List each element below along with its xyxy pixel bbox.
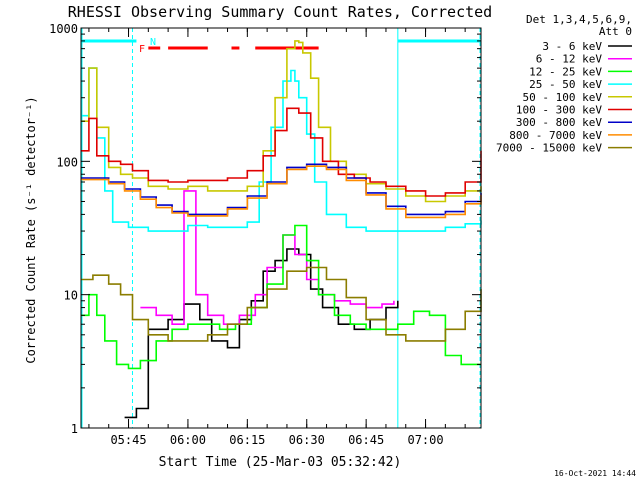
series-line-8 (81, 266, 482, 342)
axis-ticks: 05:45 06:00 06:15 06:30 06:45 07:00 1 10 100 1000 (49, 22, 481, 447)
y-tick-label: 100 (56, 155, 78, 169)
series-line-4 (81, 40, 482, 203)
y-tick-label: 1000 (49, 22, 78, 36)
legend-entry-label: 3 - 6 keV (542, 40, 602, 53)
legend-header-line-2: Att 0 (599, 25, 632, 38)
legend-entry-label: 50 - 100 keV (523, 91, 603, 104)
legend-entry-label: 800 - 7000 keV (509, 129, 602, 142)
x-tick-label: 06:30 (289, 433, 325, 447)
series-line-2 (81, 224, 481, 370)
y-tick-label: 1 (71, 422, 78, 436)
x-tick-label: 06:15 (229, 433, 265, 447)
flag-label-n: N (150, 37, 156, 48)
legend-header-line-1: Det 1,3,4,5,6,9, (526, 13, 632, 26)
plot-frame (80, 27, 482, 429)
chart-title: RHESSI Observing Summary Count Rates, Co… (68, 3, 492, 21)
y-axis-label: Corrected Count Rate (s⁻¹ detector⁻¹) (24, 96, 38, 363)
legend-entry-label: 300 - 800 keV (516, 116, 602, 129)
x-tick-label: 06:45 (348, 433, 384, 447)
x-tick-label: 05:45 (110, 433, 146, 447)
series-line-0 (124, 248, 399, 419)
legend-entry-label: 7000 - 15000 keV (496, 142, 602, 155)
x-tick-label: 06:00 (170, 433, 206, 447)
series-line-1 (140, 190, 395, 325)
x-axis-label: Start Time (25-Mar-03 05:32:42) (159, 455, 402, 470)
series-line-3 (81, 67, 482, 232)
legend-entry-label: 6 - 12 keV (536, 53, 603, 66)
series-line-7 (81, 165, 482, 219)
legend-entry-label: 12 - 25 keV (529, 65, 602, 78)
x-tick-label: 07:00 (407, 433, 443, 447)
series-line-5 (81, 107, 482, 197)
series-line-6 (81, 163, 482, 216)
legend-entry-label: 25 - 50 keV (529, 78, 602, 91)
legend-entry-label: 100 - 300 keV (516, 104, 602, 117)
y-tick-label: 10 (64, 289, 78, 303)
flag-label-f: F (139, 44, 145, 55)
series-layer (81, 40, 482, 419)
generation-timestamp: 16-Oct-2021 14:44 (554, 469, 636, 478)
